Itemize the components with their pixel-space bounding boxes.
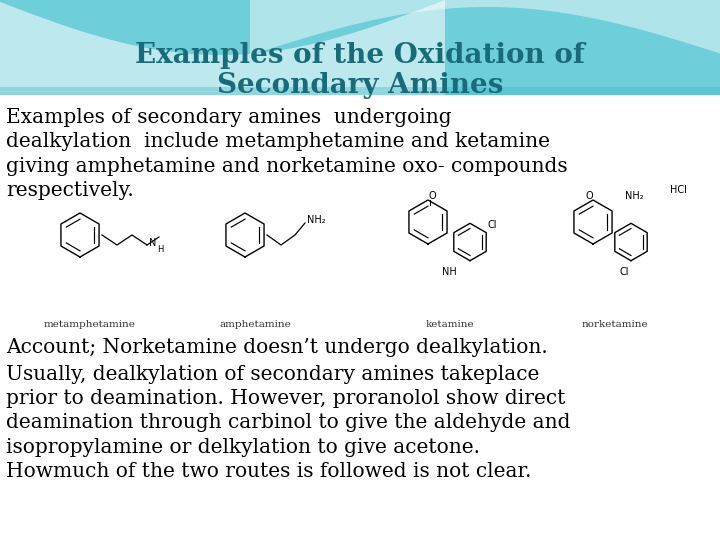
Text: Cl: Cl — [488, 220, 498, 230]
Text: Cl: Cl — [620, 267, 629, 277]
Text: Account; Norketamine doesn’t undergo dealkylation.: Account; Norketamine doesn’t undergo dea… — [6, 338, 548, 357]
Text: metamphetamine: metamphetamine — [44, 320, 136, 329]
Text: H: H — [157, 246, 163, 254]
Text: O: O — [428, 191, 436, 201]
Text: N: N — [149, 238, 156, 248]
Bar — [0, 0, 720, 95]
Bar — [0, 87, 720, 95]
Text: NH₂: NH₂ — [307, 215, 325, 225]
Text: Examples of secondary amines  undergoing
dealkylation  include metamphetamine an: Examples of secondary amines undergoing … — [6, 108, 567, 200]
Text: norketamine: norketamine — [582, 320, 648, 329]
Text: NH: NH — [442, 267, 456, 277]
Polygon shape — [250, 0, 720, 55]
Text: Usually, dealkylation of secondary amines takeplace
prior to deamination. Howeve: Usually, dealkylation of secondary amine… — [6, 365, 570, 481]
Text: NH₂: NH₂ — [625, 191, 644, 201]
Text: ketamine: ketamine — [426, 320, 474, 329]
Text: Secondary Amines: Secondary Amines — [217, 72, 503, 99]
Text: O: O — [585, 191, 593, 201]
Text: Examples of the Oxidation of: Examples of the Oxidation of — [135, 42, 585, 69]
Text: HCl: HCl — [670, 185, 687, 195]
Text: amphetamine: amphetamine — [219, 320, 291, 329]
Polygon shape — [0, 0, 445, 95]
